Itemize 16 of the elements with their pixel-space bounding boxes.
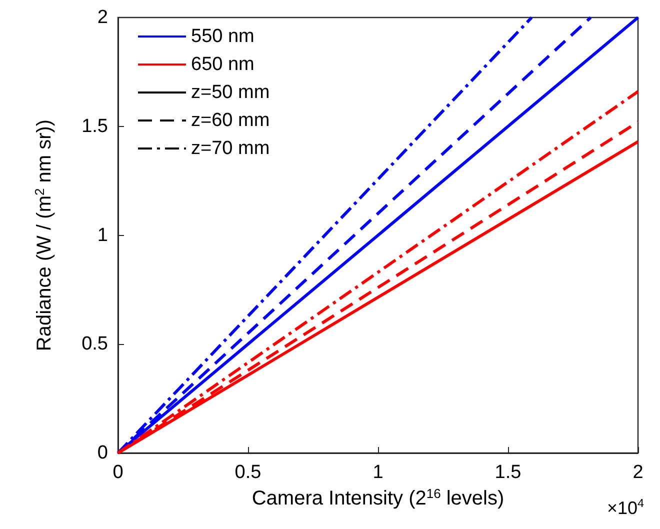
y-tick-label: 1 bbox=[97, 224, 108, 246]
x-tick-label: 0 bbox=[112, 462, 124, 483]
legend-label: z=50 mm bbox=[191, 82, 270, 103]
x-tick-label: 1 bbox=[372, 462, 384, 483]
y-tick-label: 0.5 bbox=[82, 334, 108, 355]
x-tick-label: 0.5 bbox=[234, 462, 262, 483]
x-tick-label: 1.5 bbox=[494, 462, 522, 483]
x-tick-label: 2 bbox=[632, 462, 644, 483]
legend-label: 550 nm bbox=[191, 26, 254, 47]
legend-label: 650 nm bbox=[191, 54, 254, 75]
legend-label: z=60 mm bbox=[191, 110, 270, 131]
y-tick-label: 0 bbox=[97, 442, 108, 464]
y-tick-label: 1.5 bbox=[82, 116, 108, 137]
y-tick-label: 2 bbox=[97, 7, 108, 28]
legend-label: z=70 mm bbox=[191, 138, 270, 159]
y-axis-title: Radiance (W / (m2 nm sr)) bbox=[32, 119, 56, 352]
